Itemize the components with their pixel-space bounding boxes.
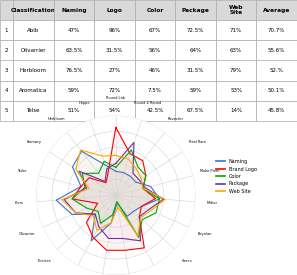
Legend: Naming, Brand Logo, Color, Package, Web Site: Naming, Brand Logo, Color, Package, Web … (216, 159, 257, 194)
